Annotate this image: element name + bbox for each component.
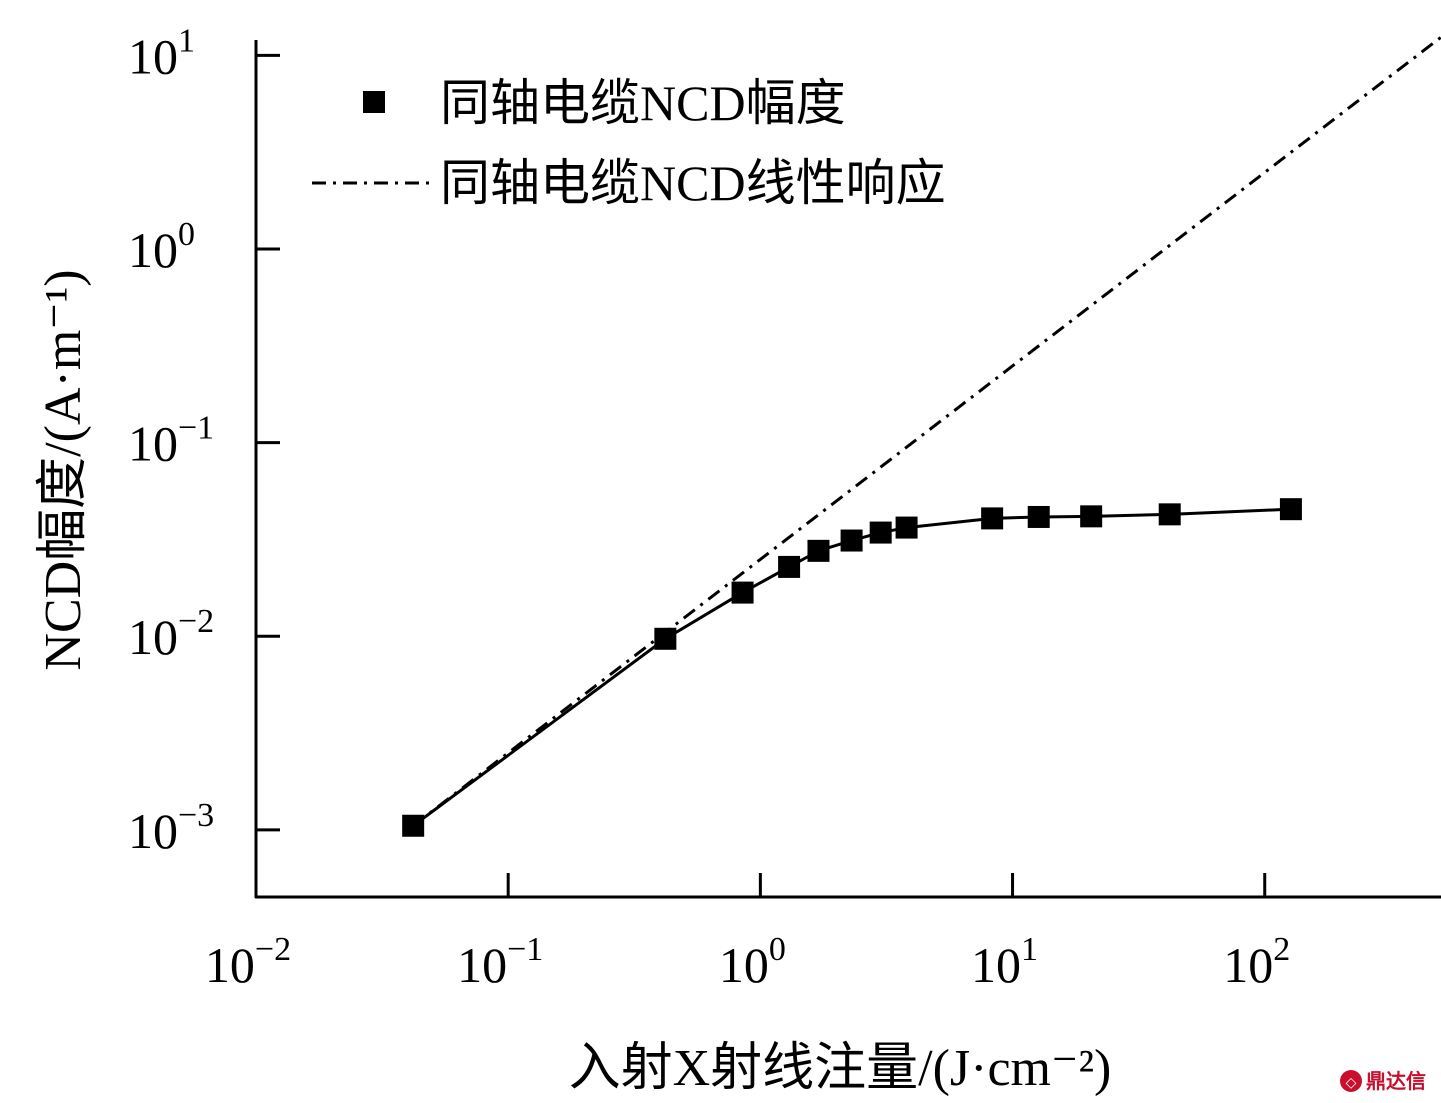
data-point <box>895 516 918 539</box>
legend: 同轴电缆NCD幅度 同轴电缆NCD线性响应 <box>312 75 946 211</box>
y-tick-label: 10−3 <box>128 797 214 859</box>
data-point <box>731 581 754 604</box>
logo-circle-icon <box>1340 1070 1362 1092</box>
data-point <box>869 521 892 544</box>
x-tick-label: 102 <box>1223 931 1290 993</box>
data-point <box>1027 505 1050 528</box>
x-axis-label: 入射X射线注量/(J·cm⁻²) <box>569 1040 1112 1097</box>
data-point <box>654 627 677 650</box>
data-point <box>840 529 863 552</box>
series-ncd-amplitude <box>402 498 1302 837</box>
axes <box>254 40 1441 899</box>
y-tick-label: 100 <box>128 216 195 278</box>
x-tick-label: 101 <box>971 931 1038 993</box>
data-point <box>807 539 830 562</box>
data-point <box>778 555 801 578</box>
legend-label-linear: 同轴电缆NCD线性响应 <box>440 155 946 211</box>
y-tick-label: 10−1 <box>128 410 214 472</box>
data-point <box>1158 503 1181 526</box>
y-ticks: 10−3 10−2 10−1 100 101 <box>128 22 280 859</box>
y-tick-label: 10−2 <box>128 603 214 665</box>
x-tick-label: 10−2 <box>205 931 291 993</box>
watermark: ◇ 鼎达信 <box>1340 1069 1426 1093</box>
data-point <box>1279 498 1302 521</box>
data-point <box>981 507 1004 530</box>
y-axis-label: NCD幅度/(A·m⁻¹) <box>35 269 92 670</box>
legend-marker-square <box>363 91 385 113</box>
x-ticks: 10−2 10−1 100 101 102 <box>205 873 1290 993</box>
amplitude-line <box>412 507 1291 827</box>
data-point <box>1080 505 1103 528</box>
x-tick-label: 100 <box>719 931 786 993</box>
watermark-text: 鼎达信 <box>1366 1069 1426 1093</box>
logo-circle-icon-mark: ◇ <box>1346 1075 1357 1091</box>
y-tick-label: 101 <box>128 22 195 84</box>
legend-label-amplitude: 同轴电缆NCD幅度 <box>440 75 846 131</box>
x-tick-label: 10−1 <box>457 931 543 993</box>
data-point <box>402 814 425 837</box>
